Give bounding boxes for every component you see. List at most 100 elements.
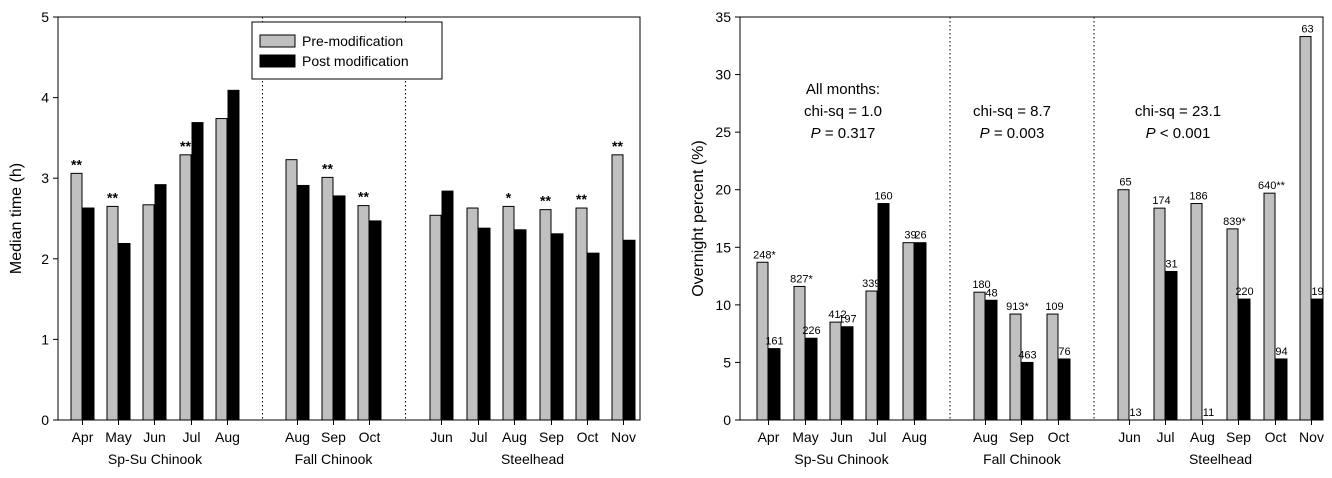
y-tick-label: 1 bbox=[41, 331, 49, 347]
bar-post-modification bbox=[369, 220, 382, 421]
bar-label-post: 13 bbox=[1129, 407, 1141, 419]
bar-post-modification bbox=[478, 227, 491, 421]
bar-pre-modification bbox=[539, 209, 552, 421]
x-tick-label: Aug bbox=[215, 429, 240, 445]
bar-post-modification bbox=[1021, 361, 1034, 421]
y-tick-label: 30 bbox=[715, 67, 731, 83]
bar-label-pre: 412 bbox=[828, 309, 846, 321]
bar-label-pre: 63 bbox=[1301, 24, 1313, 36]
bar-pre-modification bbox=[1009, 313, 1022, 421]
x-tick-label: Aug bbox=[902, 429, 927, 445]
group-label: Sp-Su Chinook bbox=[794, 451, 889, 467]
x-tick-label: Apr bbox=[72, 429, 94, 445]
bar-label-post: 19 bbox=[1311, 286, 1323, 298]
y-tick-label: 5 bbox=[723, 354, 731, 370]
bar-label-pre: ** bbox=[71, 156, 82, 172]
bar-pre-modification bbox=[321, 176, 334, 421]
legend-swatch-post bbox=[259, 54, 296, 68]
bar-label-post: 220 bbox=[1235, 286, 1253, 298]
legend-label-post: Post modification bbox=[302, 53, 409, 69]
x-tick-label: Jul bbox=[869, 429, 887, 445]
x-tick-label: May bbox=[105, 429, 131, 445]
annotation-line: P = 0.317 bbox=[811, 125, 876, 142]
bar-label-pre: 65 bbox=[1119, 177, 1131, 189]
bar-label-pre: 640** bbox=[1258, 180, 1286, 192]
bar-post-modification bbox=[587, 252, 600, 421]
bar-pre-modification bbox=[502, 205, 515, 421]
x-tick-label: Oct bbox=[1265, 429, 1287, 445]
x-tick-label: Jul bbox=[470, 429, 488, 445]
bar-pre-modification bbox=[357, 205, 370, 421]
bar-post-modification bbox=[914, 242, 927, 421]
bar-label-pre: ** bbox=[107, 189, 118, 205]
bar-label-pre: ** bbox=[540, 193, 551, 209]
legend-swatch-pre bbox=[259, 34, 296, 48]
bar-post-modification bbox=[333, 195, 346, 421]
bar-label-post: 161 bbox=[765, 336, 783, 348]
group-label: Fall Chinook bbox=[983, 451, 1062, 467]
bar-label-pre: ** bbox=[358, 189, 369, 205]
annotation-line: chi-sq = 8.7 bbox=[973, 103, 1051, 120]
bar-label-pre: 913* bbox=[1006, 301, 1029, 313]
bar-post-modification bbox=[441, 190, 454, 421]
bar-pre-modification bbox=[1226, 228, 1239, 421]
bar-label-pre: ** bbox=[612, 138, 623, 154]
bar-pre-modification bbox=[215, 118, 228, 421]
bar-label-pre: 180 bbox=[972, 279, 990, 291]
x-tick-label: Jun bbox=[430, 429, 453, 445]
bar-pre-modification bbox=[793, 285, 806, 421]
bar-pre-modification bbox=[285, 159, 298, 421]
group-label: Steelhead bbox=[1189, 451, 1252, 467]
bar-pre-modification bbox=[1153, 207, 1166, 421]
bar-pre-modification bbox=[1190, 203, 1203, 421]
y-tick-label: 10 bbox=[715, 297, 731, 313]
y-tick-label: 2 bbox=[41, 251, 49, 267]
x-tick-label: Sep bbox=[1226, 429, 1251, 445]
bar-post-modification bbox=[1058, 358, 1071, 421]
group-label: Sp-Su Chinook bbox=[108, 451, 203, 467]
overnight-percent-chart: 0 5 10 15 20 25 30 35 Overnight percent (%) Apr 24… bbox=[690, 9, 1324, 467]
bar-label-post: 94 bbox=[1275, 346, 1287, 358]
group-label: Fall Chinook bbox=[295, 451, 374, 467]
x-tick-label: Aug bbox=[285, 429, 310, 445]
x-tick-label: Aug bbox=[973, 429, 998, 445]
bar-label-pre: 186 bbox=[1189, 191, 1207, 203]
annotation-line: P < 0.001 bbox=[1146, 125, 1211, 142]
bar-post-modification bbox=[154, 184, 167, 421]
bar-post-modification bbox=[82, 207, 95, 421]
bar-label-post: 76 bbox=[1058, 346, 1070, 358]
bar-label-post: 463 bbox=[1018, 349, 1036, 361]
bar-label-pre: 248* bbox=[753, 249, 776, 261]
y-tick-label: 5 bbox=[41, 9, 49, 25]
legend-label-pre: Pre-modification bbox=[302, 33, 403, 49]
bar-pre-modification bbox=[1263, 192, 1276, 421]
bar-pre-modification bbox=[70, 172, 83, 421]
legend-box bbox=[251, 21, 443, 80]
x-tick-label: Sep bbox=[1009, 429, 1034, 445]
bar-pre-modification bbox=[1117, 189, 1130, 421]
y-tick-label: 4 bbox=[41, 90, 49, 106]
bar-label-post: 197 bbox=[838, 314, 856, 326]
bar-post-modification bbox=[551, 233, 564, 421]
bar-pre-modification bbox=[611, 154, 624, 421]
bar-post-modification bbox=[768, 348, 781, 421]
bar-post-modification bbox=[805, 337, 818, 421]
bar-label-post: 160 bbox=[874, 191, 892, 203]
bar-post-modification bbox=[877, 203, 890, 421]
bar-pre-modification bbox=[429, 214, 442, 421]
bar-label-post: 11 bbox=[1203, 407, 1214, 419]
x-tick-label: Jun bbox=[143, 429, 166, 445]
bar-pre-modification bbox=[865, 290, 878, 421]
y-tick-label: 25 bbox=[715, 124, 731, 140]
y-axis-label: Median time (h) bbox=[8, 163, 25, 274]
annotation-line: chi-sq = 23.1 bbox=[1135, 103, 1221, 120]
y-tick-label: 20 bbox=[715, 182, 731, 198]
bar-label-pre: 339* bbox=[862, 278, 885, 290]
bar-post-modification bbox=[227, 89, 240, 421]
bar-post-modification bbox=[1275, 358, 1288, 421]
x-tick-label: Aug bbox=[502, 429, 527, 445]
bar-post-modification bbox=[985, 299, 998, 421]
x-tick-label: Jun bbox=[830, 429, 853, 445]
x-tick-label: Oct bbox=[577, 429, 599, 445]
